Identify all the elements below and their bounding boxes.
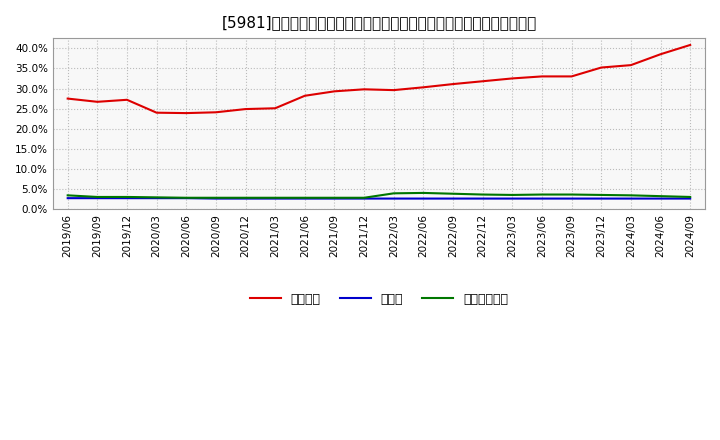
のれん (567, 196, 576, 201)
のれん (360, 196, 369, 201)
自己資本 (241, 106, 250, 112)
自己資本 (182, 110, 191, 116)
繰延税金資産 (271, 195, 279, 200)
繰延税金資産 (626, 193, 635, 198)
自己資本 (567, 74, 576, 79)
繰延税金資産 (686, 194, 695, 200)
自己資本 (626, 62, 635, 68)
自己資本 (360, 87, 369, 92)
Line: 自己資本: 自己資本 (68, 45, 690, 113)
Line: 繰延税金資産: 繰延税金資産 (68, 193, 690, 198)
自己資本 (271, 106, 279, 111)
自己資本 (478, 79, 487, 84)
のれん (656, 196, 665, 201)
Legend: 自己資本, のれん, 繰延税金資産: 自己資本, のれん, 繰延税金資産 (245, 288, 513, 311)
繰延税金資産 (300, 195, 309, 200)
繰延税金資産 (449, 191, 457, 196)
のれん (330, 196, 339, 201)
のれん (271, 196, 279, 201)
自己資本 (212, 110, 220, 115)
のれん (212, 196, 220, 201)
繰延税金資産 (360, 195, 369, 200)
自己資本 (419, 84, 428, 90)
繰延税金資産 (656, 194, 665, 199)
自己資本 (656, 51, 665, 57)
自己資本 (686, 42, 695, 48)
繰延税金資産 (153, 195, 161, 200)
繰延税金資産 (241, 195, 250, 200)
繰延税金資産 (567, 192, 576, 197)
のれん (626, 196, 635, 201)
繰延税金資産 (390, 191, 398, 196)
のれん (449, 196, 457, 201)
自己資本 (330, 89, 339, 94)
のれん (597, 196, 606, 201)
のれん (419, 196, 428, 201)
のれん (63, 195, 72, 201)
Title: [5981]　自己資本、のれん、繰延税金資産の総資産に対する比率の推移: [5981] 自己資本、のれん、繰延税金資産の総資産に対する比率の推移 (221, 15, 536, 30)
自己資本 (538, 74, 546, 79)
のれん (478, 196, 487, 201)
繰延税金資産 (63, 193, 72, 198)
のれん (390, 196, 398, 201)
のれん (686, 196, 695, 201)
繰延税金資産 (122, 194, 131, 200)
繰延税金資産 (538, 192, 546, 197)
自己資本 (122, 97, 131, 103)
繰延税金資産 (212, 195, 220, 200)
繰延税金資産 (508, 192, 517, 198)
繰延税金資産 (182, 195, 191, 200)
自己資本 (300, 93, 309, 99)
のれん (300, 196, 309, 201)
繰延税金資産 (330, 195, 339, 200)
のれん (93, 195, 102, 201)
のれん (182, 195, 191, 201)
繰延税金資産 (478, 192, 487, 197)
のれん (241, 196, 250, 201)
自己資本 (93, 99, 102, 104)
のれん (153, 195, 161, 201)
自己資本 (508, 76, 517, 81)
繰延税金資産 (93, 194, 102, 200)
のれん (508, 196, 517, 201)
自己資本 (390, 88, 398, 93)
のれん (122, 195, 131, 201)
のれん (538, 196, 546, 201)
繰延税金資産 (597, 192, 606, 198)
自己資本 (449, 81, 457, 87)
繰延税金資産 (419, 190, 428, 195)
自己資本 (597, 65, 606, 70)
自己資本 (63, 96, 72, 101)
自己資本 (153, 110, 161, 115)
